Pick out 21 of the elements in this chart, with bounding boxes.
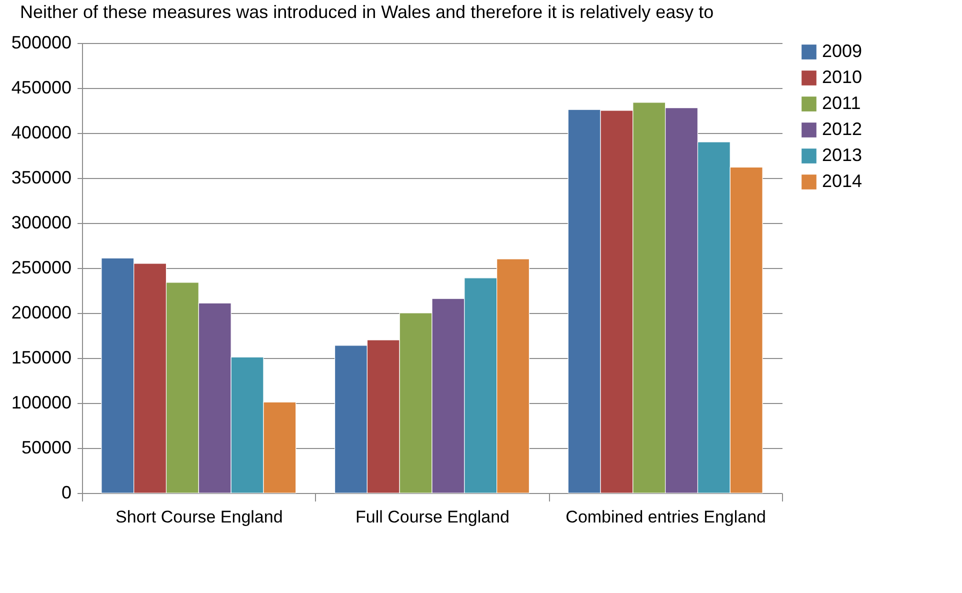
y-tick-label: 450000 — [11, 78, 72, 98]
x-tick-label: Full Course England — [355, 508, 510, 526]
y-tick-label: 0 — [61, 482, 72, 502]
y-tick-label: 100000 — [11, 392, 72, 412]
text: Neither of these measures was introduced in Wales and therefore it is relatively easy to — [19, 1, 715, 24]
y-tick-label: 200000 — [11, 302, 72, 322]
x-tick-label: Combined entries England — [566, 508, 766, 526]
y-tick-label: 50000 — [21, 438, 72, 458]
y-tick-label: 500000 — [11, 32, 72, 52]
legend-label: 2014 — [822, 171, 862, 191]
y-tick-label: 150000 — [11, 348, 72, 368]
legend-label: 2013 — [822, 145, 862, 165]
legend-label: 2012 — [822, 119, 862, 139]
y-tick-label: 250000 — [11, 258, 72, 278]
y-tick-label: 300000 — [11, 212, 72, 232]
y-tick-label: 350000 — [11, 168, 72, 188]
x-tick-label: Short Course England — [116, 508, 283, 526]
legend-label: 2009 — [822, 41, 862, 61]
legend-label: 2010 — [822, 67, 862, 87]
y-tick-label: 400000 — [11, 122, 72, 142]
legend-label: 2011 — [822, 93, 861, 113]
